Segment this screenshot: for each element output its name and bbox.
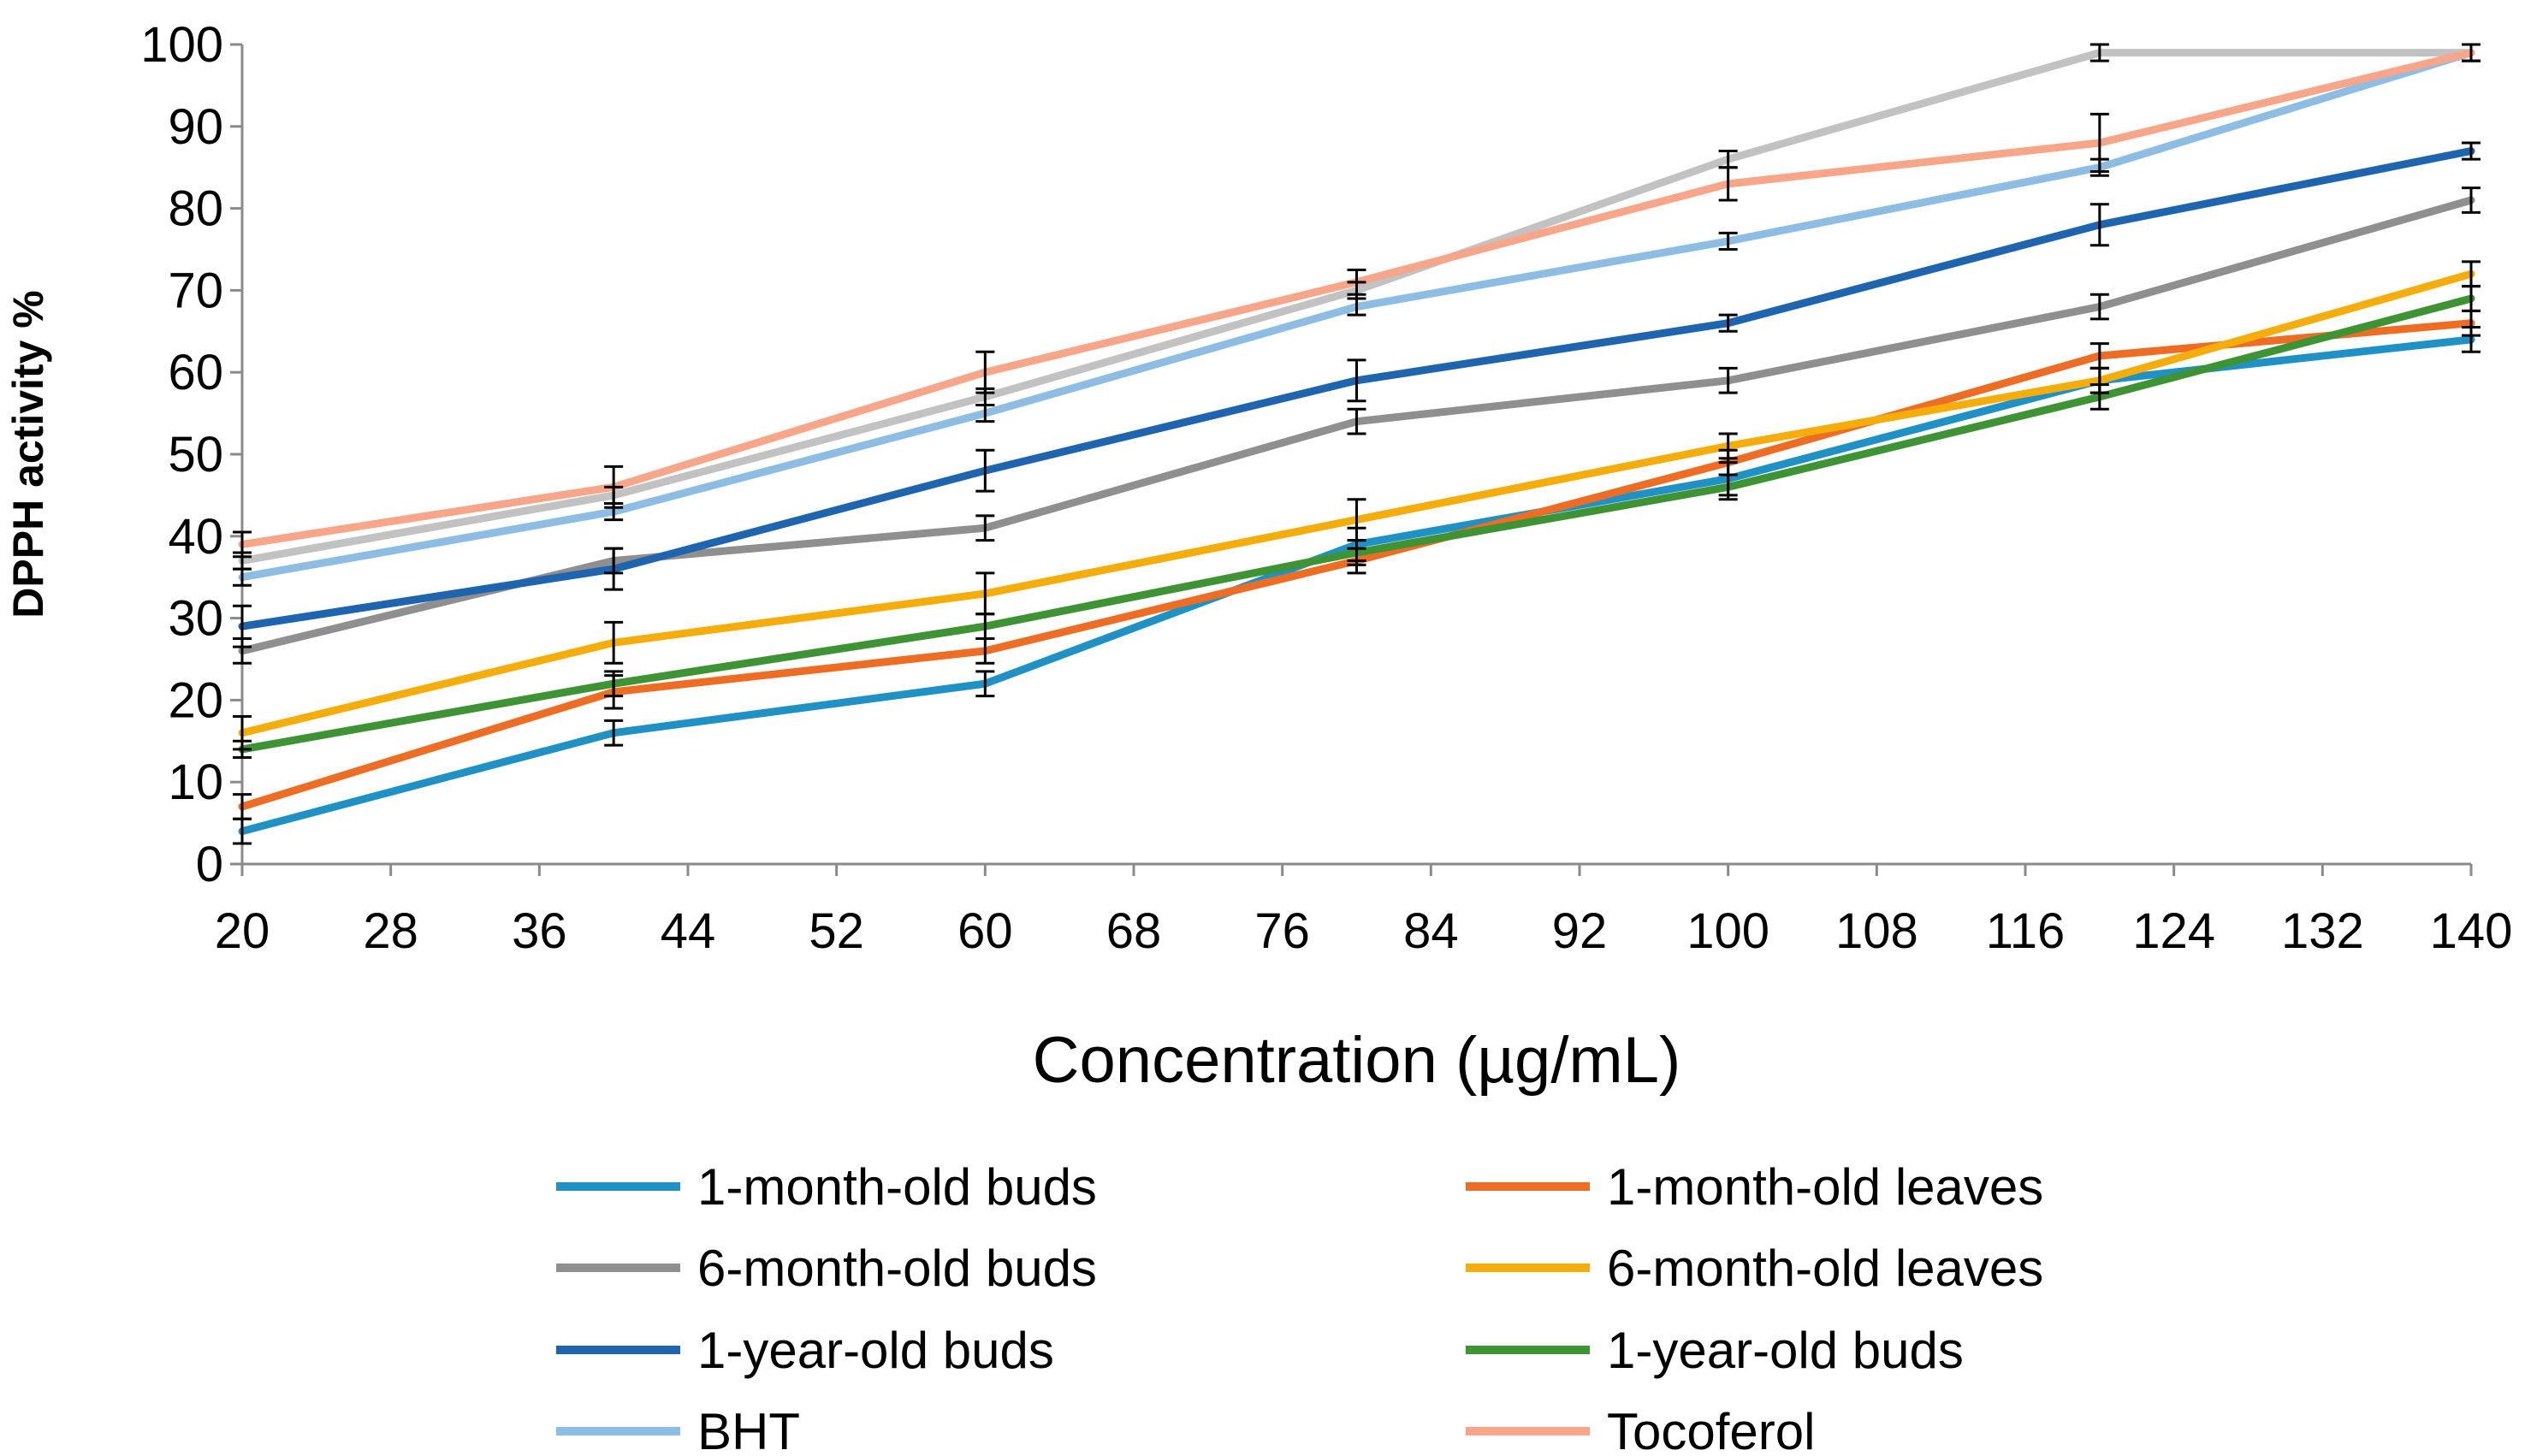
x-tick-label: 116 bbox=[1986, 903, 2065, 959]
y-tick-label: 60 bbox=[168, 345, 223, 400]
legend: 1-month-old buds 1-month-old leaves 6-mont… bbox=[556, 1158, 2043, 1456]
x-tick-label: 100 bbox=[1686, 903, 1769, 959]
legend-label: 1-month-old buds bbox=[697, 1158, 1097, 1216]
y-axis-title: DPPH activity % bbox=[4, 290, 52, 618]
x-tick-label: 132 bbox=[2281, 903, 2364, 959]
y-tick-label: 0 bbox=[196, 837, 223, 892]
y-tick-label: 10 bbox=[168, 755, 223, 810]
y-tick-label: 30 bbox=[168, 591, 223, 647]
legend-label: BHT bbox=[697, 1403, 800, 1456]
x-tick-label: 84 bbox=[1403, 903, 1459, 959]
y-tick-label: 20 bbox=[168, 672, 223, 728]
x-tick-label: 92 bbox=[1552, 903, 1608, 959]
y-tick-label: 90 bbox=[168, 99, 223, 155]
legend-label: 1-year-old buds bbox=[697, 1322, 1054, 1379]
x-axis-title: Concentration (µg/mL) bbox=[1033, 1024, 1681, 1097]
tick-labels: 0 10 20 30 40 50 60 70 80 90 100 20 28 36 44 52 60 68 76 84… bbox=[140, 17, 2512, 959]
y-tick-label: 70 bbox=[168, 263, 223, 318]
series-lines bbox=[238, 49, 2475, 836]
legend-label: 1-year-old buds bbox=[1607, 1322, 1964, 1379]
x-tick-label: 20 bbox=[215, 903, 270, 959]
legend-label: Tocoferol bbox=[1607, 1403, 1815, 1456]
x-tick-label: 36 bbox=[512, 903, 567, 959]
x-tick-label: 52 bbox=[809, 903, 864, 959]
y-tick-label: 40 bbox=[168, 509, 223, 565]
y-tick-label: 100 bbox=[140, 17, 223, 73]
axes bbox=[230, 43, 2473, 876]
error-bars bbox=[233, 43, 2481, 845]
y-tick-label: 50 bbox=[168, 427, 223, 482]
x-tick-label: 60 bbox=[957, 903, 1013, 959]
x-tick-label: 140 bbox=[2430, 903, 2513, 959]
x-tick-label: 108 bbox=[1835, 903, 1918, 959]
x-tick-label: 28 bbox=[363, 903, 418, 959]
x-tick-label: 68 bbox=[1106, 903, 1162, 959]
x-tick-label: 76 bbox=[1254, 903, 1310, 959]
y-tick-label: 80 bbox=[168, 181, 223, 237]
x-tick-label: 124 bbox=[2132, 903, 2215, 959]
legend-label: 6-month-old leaves bbox=[1607, 1240, 2043, 1297]
legend-label: 1-month-old leaves bbox=[1607, 1158, 2043, 1216]
legend-label: 6-month-old buds bbox=[697, 1240, 1097, 1297]
x-tick-label: 44 bbox=[661, 903, 716, 959]
